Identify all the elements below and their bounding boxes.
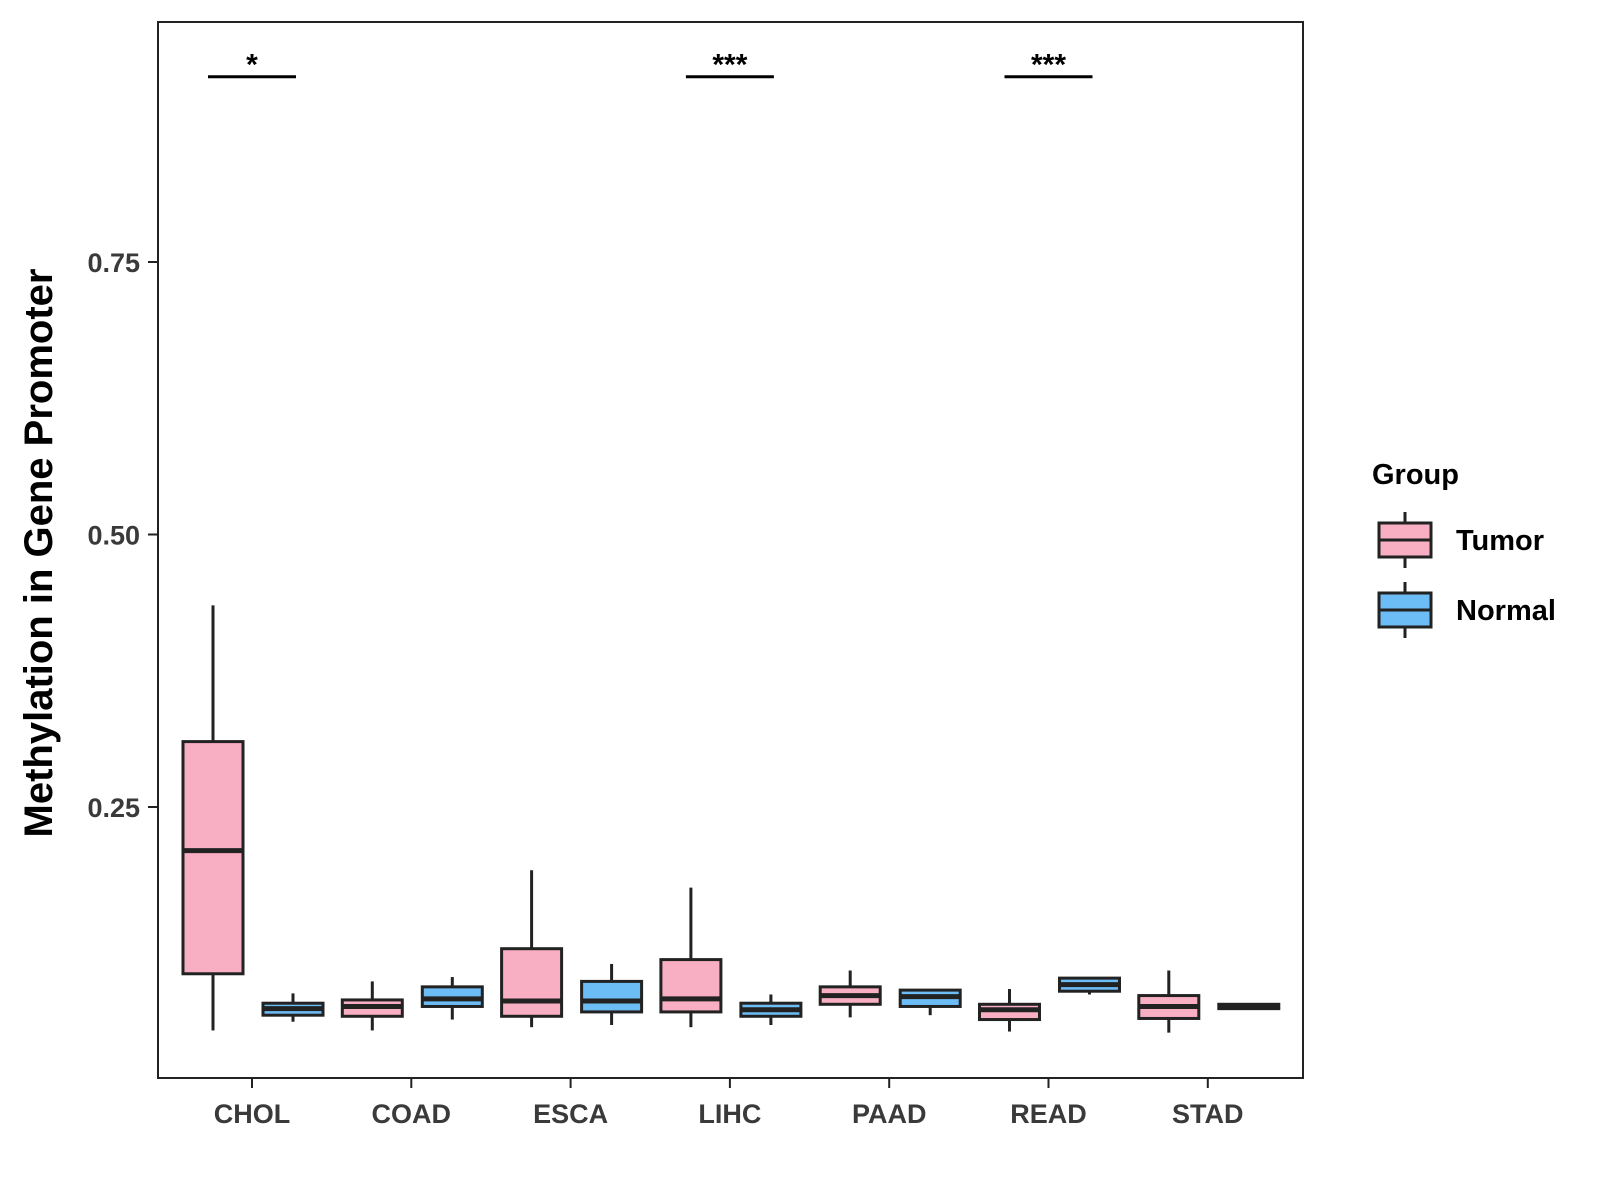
- significance-chol: *: [208, 49, 296, 82]
- box-tumor-esca: [500, 870, 564, 1028]
- legend-label: Tumor: [1456, 525, 1544, 557]
- box-body: [500, 947, 564, 1018]
- significance-lihc: ***: [685, 49, 774, 82]
- legend-item-normal: Normal: [1377, 582, 1556, 638]
- box-tumor-chol: [181, 605, 245, 1031]
- box-tumor-stad: [1137, 970, 1201, 1033]
- y-axis: 0.25 0.50 0.75: [87, 248, 158, 823]
- box-normal-coad: [420, 977, 484, 1020]
- box-tumor-coad: [340, 981, 404, 1031]
- boxes-layer: [181, 605, 1281, 1033]
- x-tick-label: PAAD: [852, 1099, 927, 1129]
- significance-label: ***: [1031, 49, 1066, 82]
- box-tumor-lihc: [659, 887, 723, 1028]
- y-tick-label: 0.25: [87, 793, 140, 823]
- y-tick-label: 0.50: [87, 521, 140, 551]
- significance-label: *: [246, 49, 258, 82]
- significance-layer: * *** ***: [208, 49, 1093, 82]
- x-tick-label: STAD: [1172, 1099, 1244, 1129]
- box-body: [659, 958, 723, 1014]
- y-tick-label: 0.75: [87, 248, 140, 278]
- legend-title: Group: [1372, 459, 1459, 491]
- significance-label: ***: [712, 49, 747, 82]
- box-body: [181, 740, 245, 976]
- legend: Group Tumor Normal: [1372, 459, 1556, 638]
- box-normal-stad: [1217, 1002, 1281, 1011]
- box-normal-esca: [580, 963, 644, 1025]
- box-normal-lihc: [739, 994, 803, 1025]
- x-tick-label: READ: [1010, 1099, 1087, 1129]
- legend-item-tumor: Tumor: [1377, 512, 1544, 568]
- box-tumor-read: [978, 989, 1041, 1032]
- box-normal-paad: [898, 988, 962, 1016]
- box-tumor-paad: [818, 970, 882, 1018]
- plot-panel: [157, 21, 1304, 1079]
- x-tick-label: COAD: [372, 1099, 452, 1129]
- legend-label: Normal: [1456, 595, 1556, 627]
- x-tick-label: CHOL: [214, 1099, 291, 1129]
- x-tick-label: LIHC: [698, 1099, 761, 1129]
- significance-read: ***: [1004, 49, 1093, 82]
- box-normal-read: [1058, 976, 1121, 995]
- x-axis: CHOL COAD ESCA LIHC PAAD READ STAD: [214, 1078, 1244, 1129]
- y-axis-label: Methylation in Gene Promoter: [17, 269, 61, 838]
- box-normal-chol: [261, 993, 325, 1022]
- box-body: [580, 979, 644, 1014]
- x-tick-label: ESCA: [533, 1099, 608, 1129]
